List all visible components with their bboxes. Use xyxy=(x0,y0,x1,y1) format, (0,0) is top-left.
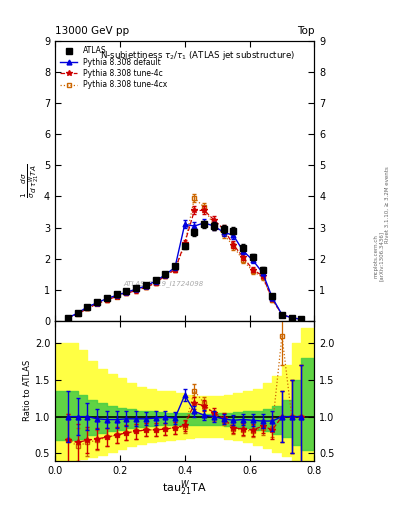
Text: Rivet 3.1.10, ≥ 3.2M events: Rivet 3.1.10, ≥ 3.2M events xyxy=(385,166,389,243)
Text: Top: Top xyxy=(297,26,314,36)
Text: N-subjettiness $\tau_2/\tau_1$ (ATLAS jet substructure): N-subjettiness $\tau_2/\tau_1$ (ATLAS je… xyxy=(100,49,295,62)
Text: mcplots.cern.ch: mcplots.cern.ch xyxy=(373,234,378,278)
Y-axis label: Ratio to ATLAS: Ratio to ATLAS xyxy=(23,360,32,421)
Y-axis label: $\frac{1}{\sigma}\frac{d\sigma}{d\,\tau_{21}^{W}TA}$: $\frac{1}{\sigma}\frac{d\sigma}{d\,\tau_… xyxy=(19,164,41,198)
Legend: ATLAS, Pythia 8.308 default, Pythia 8.308 tune-4c, Pythia 8.308 tune-4cx: ATLAS, Pythia 8.308 default, Pythia 8.30… xyxy=(59,45,169,91)
X-axis label: tau$^{W}_{21}$TA: tau$^{W}_{21}$TA xyxy=(162,478,207,498)
Text: ATLAS_2019_I1724098: ATLAS_2019_I1724098 xyxy=(124,281,204,287)
Text: 13000 GeV pp: 13000 GeV pp xyxy=(55,26,129,36)
Text: [arXiv:1306.3436]: [arXiv:1306.3436] xyxy=(379,231,384,281)
